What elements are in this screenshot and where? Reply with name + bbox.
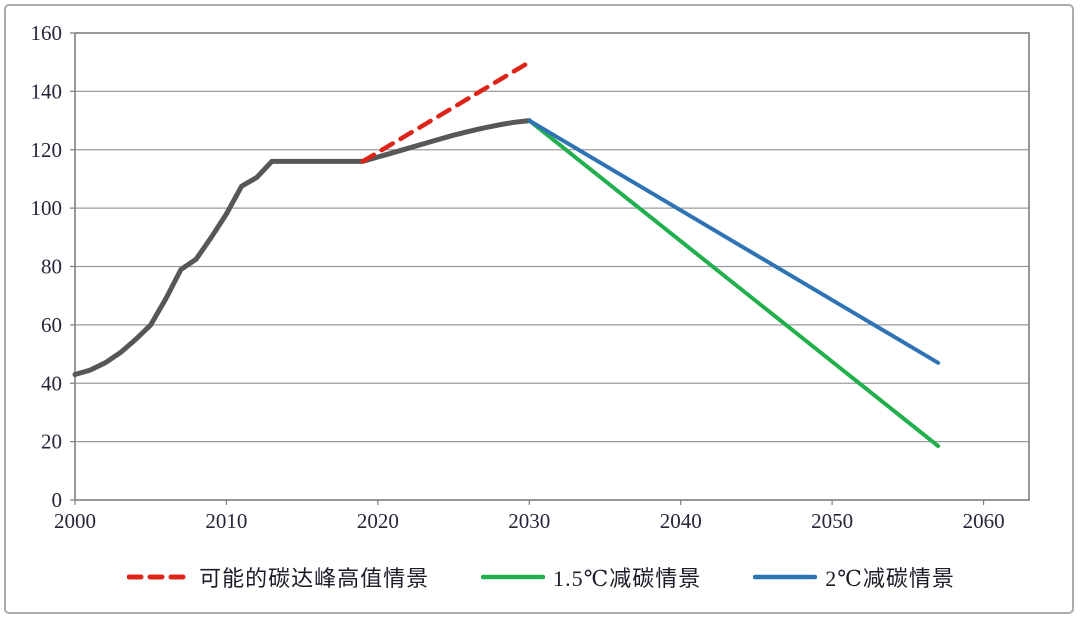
y-tick-label: 100	[31, 196, 63, 220]
legend-line-sample	[753, 574, 818, 580]
x-tick-label: 2060	[963, 509, 1005, 533]
x-tick-label: 2050	[811, 509, 853, 533]
legend-label: 可能的碳达峰高值情景	[199, 566, 430, 591]
x-tick-label: 2020	[357, 509, 399, 533]
legend-item-scenario-1-5c: 1.5℃减碳情景	[481, 561, 701, 593]
x-tick-label: 2010	[205, 509, 247, 533]
y-tick-label: 140	[31, 79, 63, 103]
legend-item-peak-high-scenario: 可能的碳达峰高值情景	[127, 561, 429, 593]
y-tick-label: 60	[41, 313, 62, 337]
legend-item-scenario-2c: 2℃减碳情景	[753, 561, 955, 593]
x-tick-label: 2030	[508, 509, 550, 533]
series-line-peak-high-scenario	[360, 59, 532, 164]
chart-legend: 可能的碳达峰高值情景 1.5℃减碳情景 2℃减碳情景	[6, 555, 1072, 599]
y-tick-label: 40	[41, 371, 62, 395]
series-line-historical-emissions	[72, 118, 532, 377]
legend-label: 2℃减碳情景	[825, 566, 955, 591]
series-line-scenario-1-5c	[527, 118, 941, 448]
y-tick-label: 0	[52, 488, 63, 512]
legend-line-sample	[127, 574, 192, 580]
chart-panel: 0 20 40 60 80 100 120 140 160 2000 2010 2020 2030 204…	[4, 4, 1074, 614]
series-line-scenario-2c	[527, 118, 941, 365]
x-tick-label: 2040	[660, 509, 702, 533]
y-tick-label: 160	[31, 21, 63, 45]
y-tick-label: 20	[41, 430, 62, 454]
legend-label: 1.5℃减碳情景	[553, 566, 702, 591]
x-tick-label: 2000	[54, 509, 96, 533]
legend-line-sample	[481, 574, 546, 580]
y-tick-label: 120	[31, 138, 63, 162]
y-tick-label: 80	[41, 255, 62, 279]
